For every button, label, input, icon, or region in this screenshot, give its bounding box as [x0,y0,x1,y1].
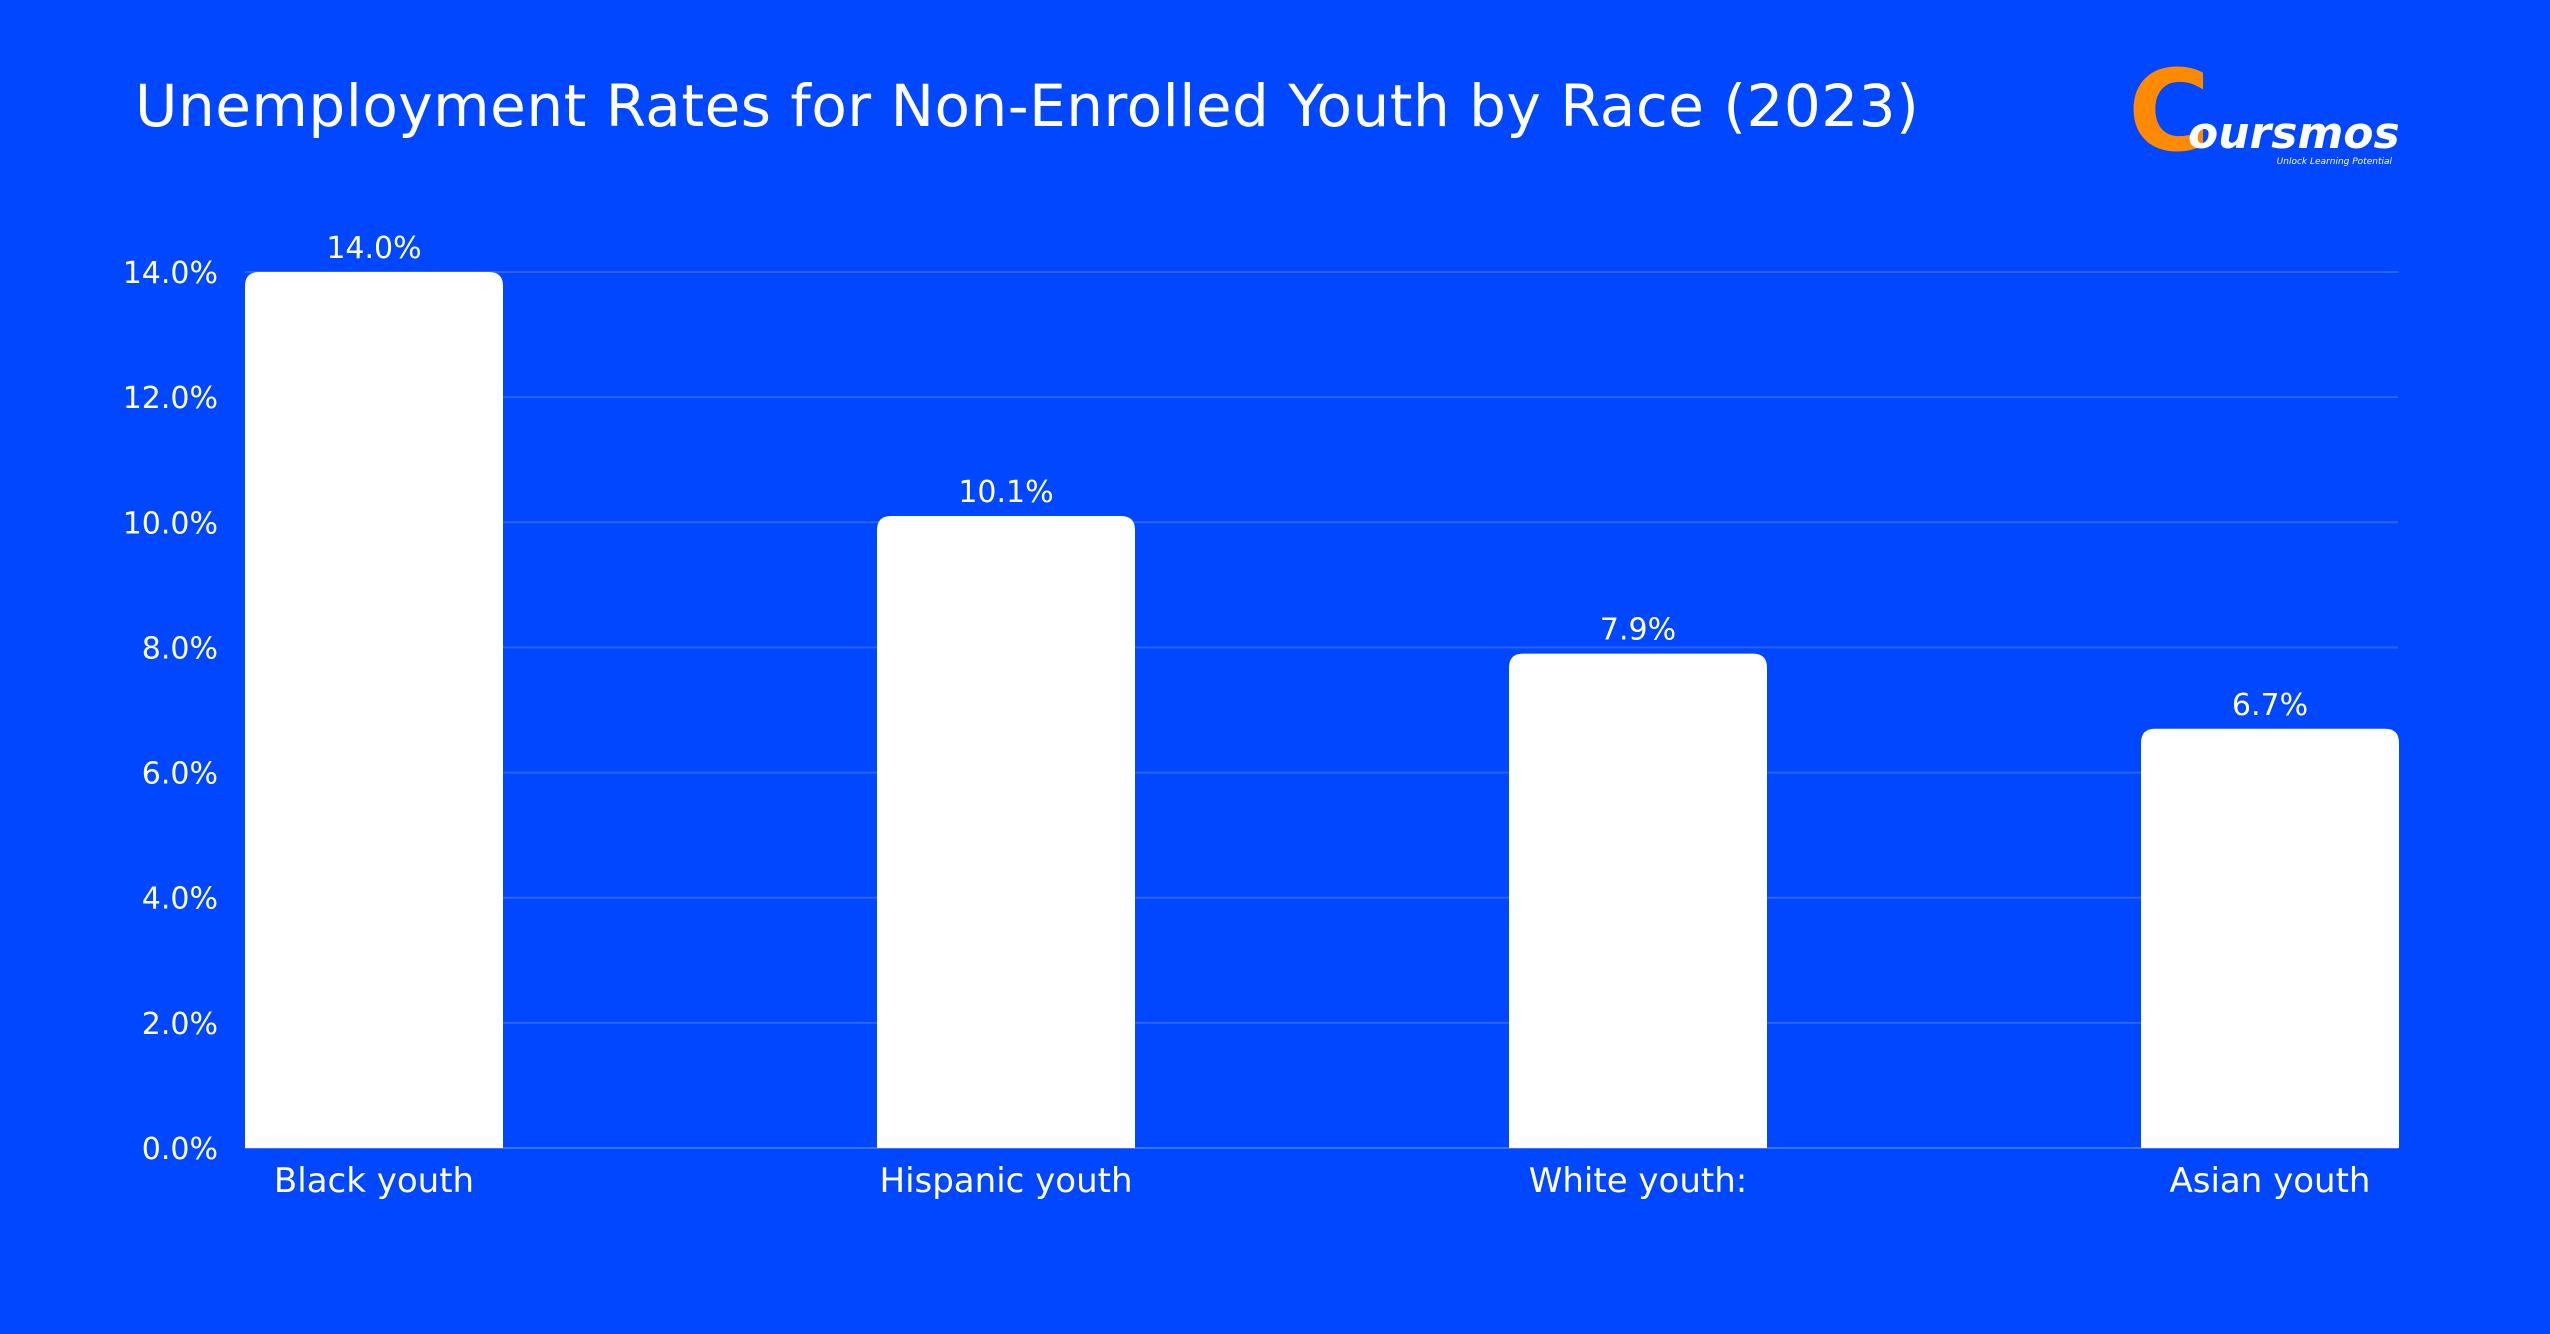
y-tick-label: 12.0% [123,381,218,416]
y-tick-label: 4.0% [142,882,218,917]
coursmos-logo: C oursmos Unlock Learning Potential [2130,58,2400,177]
x-tick-label: Black youth [274,1161,474,1201]
data-label: 6.7% [2232,688,2308,723]
x-tick-label: Asian youth [2170,1161,2371,1201]
chart-title: Unemployment Rates for Non-Enrolled Yout… [135,72,1920,140]
y-tick-label: 8.0% [142,631,218,666]
logo-wordmark: oursmos [2188,108,2400,159]
bar-white-youth [1509,653,1767,1148]
bar-black-youth [245,272,503,1148]
y-tick-label: 2.0% [142,1007,218,1042]
gridlines [245,271,2398,1149]
bars [245,272,2399,1148]
logo-letter: C [2130,58,2210,177]
x-axis: Black youth Hispanic youth White youth: Asi… [274,1161,2371,1201]
y-tick-label: 0.0% [142,1132,218,1167]
y-tick-label: 14.0% [123,256,218,291]
data-label: 7.9% [1600,613,1676,648]
y-tick-label: 10.0% [123,506,218,541]
bar-asian-youth [2141,728,2399,1148]
y-tick-label: 6.0% [142,757,218,792]
data-label: 14.0% [326,231,421,266]
x-tick-label: White youth: [1529,1161,1747,1201]
y-axis: 0.0% 2.0% 4.0% 6.0% 8.0% 10.0% 12.0% 14.0% [123,256,218,1167]
logo-tagline: Unlock Learning Potential [2277,157,2393,167]
data-label: 10.1% [958,475,1053,510]
data-labels: 14.0% 10.1% 7.9% 6.7% [326,231,2308,723]
bar-hispanic-youth [877,516,1135,1148]
x-tick-label: Hispanic youth [880,1161,1133,1201]
